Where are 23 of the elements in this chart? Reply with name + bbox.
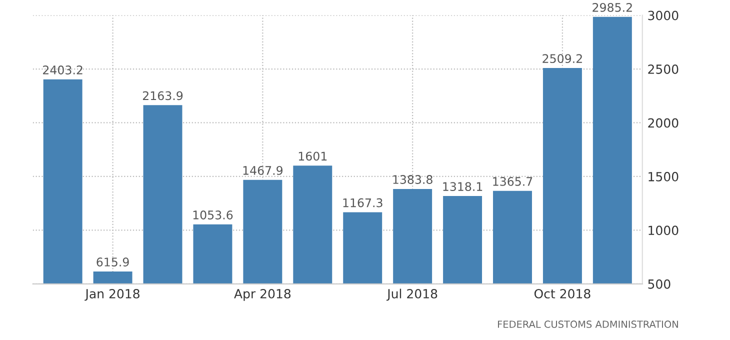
- data-label: 1167.3: [343, 198, 382, 208]
- data-label: 2985.2: [592, 2, 632, 12]
- data-label: 1365.7: [493, 176, 532, 186]
- text: FEDERAL CUSTOMS ADMINISTRATION: [498, 320, 678, 328]
- y-tick-label: 2000: [648, 118, 678, 128]
- data-label: 2403.2: [43, 66, 82, 74]
- x-tick-label: Jul 2018: [386, 288, 438, 301]
- y-tick-label: 500: [648, 279, 670, 289]
- data-label: 1601: [298, 152, 327, 161]
- y-tick-label: 3000: [648, 10, 678, 20]
- data-label: 1467.9: [243, 166, 283, 175]
- y-tick-label: 2500: [648, 64, 678, 74]
- data-label: 1318.1: [443, 182, 482, 192]
- y-tick-label: 1500: [648, 172, 678, 182]
- x-tick-label: Oct 2018: [534, 288, 590, 298]
- data-label: 2509.2: [542, 54, 582, 64]
- x-tick-label: Apr 2018: [234, 288, 291, 301]
- data-label: 2163.9: [142, 91, 183, 100]
- x-tick-label: Jan 2018: [84, 288, 140, 301]
- y-tick-label: 1000: [648, 226, 678, 236]
- data-label: 615.9: [96, 258, 129, 266]
- data-label: 1383.8: [393, 175, 432, 184]
- data-label: 1053.6: [193, 210, 233, 220]
